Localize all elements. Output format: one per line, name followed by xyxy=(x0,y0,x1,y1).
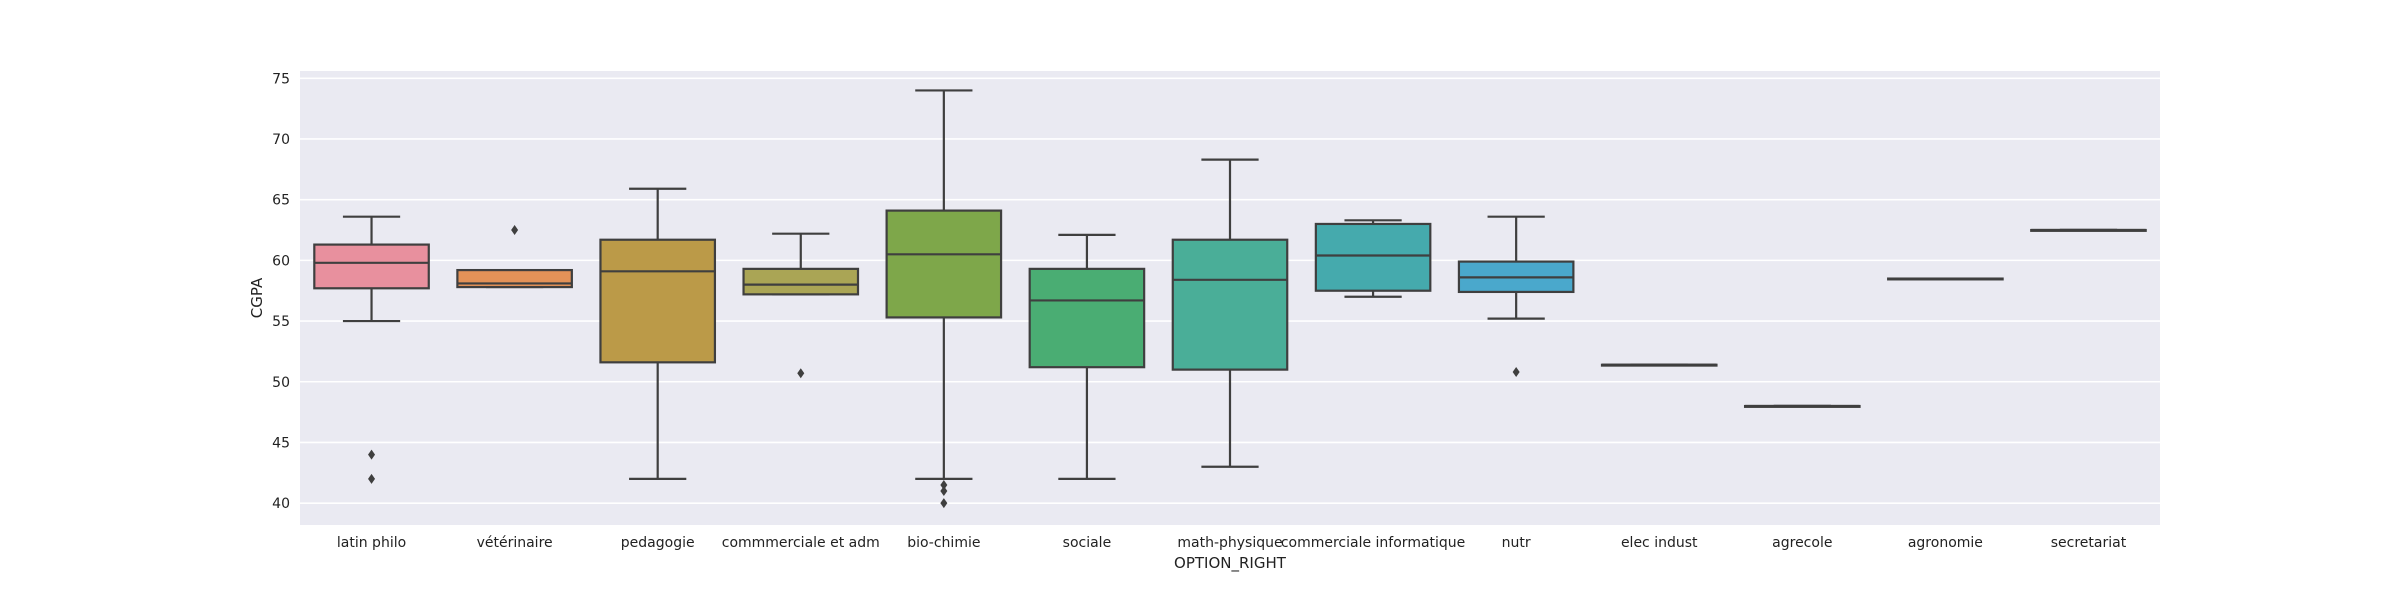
box-sociale xyxy=(1028,233,1146,480)
box-vétérinaire xyxy=(456,225,573,289)
x-tick-label: agrecole xyxy=(1772,535,1832,551)
y-tick-label: 75 xyxy=(272,71,290,87)
y-axis-title: CGPA xyxy=(248,277,266,318)
box-iqr xyxy=(313,243,430,290)
y-tick-label: 55 xyxy=(272,314,290,330)
box-bio-chimie xyxy=(885,89,1003,509)
y-tick-label: 65 xyxy=(272,193,290,209)
x-tick-label: nutr xyxy=(1502,535,1531,551)
x-tick-label: commmerciale et adm xyxy=(722,535,880,551)
outlier-point xyxy=(368,473,376,484)
box-secretariat xyxy=(2030,228,2147,232)
box-iqr xyxy=(885,209,1003,319)
box-agrecole xyxy=(1743,404,1861,408)
box-iqr xyxy=(742,267,860,296)
box-iqr xyxy=(599,238,717,364)
box-pedagogie xyxy=(599,187,717,480)
y-tick-label: 50 xyxy=(272,375,290,391)
y-tick-label: 70 xyxy=(272,132,290,148)
y-tick-label: 60 xyxy=(272,253,290,269)
x-tick-label: latin philo xyxy=(337,535,406,551)
box-iqr xyxy=(1028,267,1146,369)
y-axis-tick-labels: 40 45 50 55 60 65 70 75 xyxy=(272,71,290,512)
outlier-point xyxy=(940,486,948,497)
outlier-point xyxy=(940,479,948,490)
box-math-physique xyxy=(1171,158,1289,468)
box-series xyxy=(313,89,2147,509)
x-tick-label: elec indust xyxy=(1621,535,1698,551)
x-tick-label: vétérinaire xyxy=(477,535,553,551)
x-axis-title: OPTION_RIGHT xyxy=(1174,554,1287,573)
box-iqr xyxy=(1171,238,1289,371)
x-tick-label: secretariat xyxy=(2051,535,2127,551)
box-commmerciale-et-adm xyxy=(742,232,860,379)
outlier-point xyxy=(797,368,805,379)
x-tick-label: bio-chimie xyxy=(907,535,980,551)
x-axis-tick-labels: latin philo vétérinaire pedagogie commmerci… xyxy=(337,535,2127,551)
box-nutr xyxy=(1457,215,1575,378)
x-tick-label: sociale xyxy=(1063,535,1112,551)
box-latin-philo xyxy=(313,215,430,484)
y-tick-label: 45 xyxy=(272,435,290,451)
box-commerciale-informatique xyxy=(1314,219,1432,298)
x-tick-label: pedagogie xyxy=(621,535,695,551)
x-tick-label: commerciale informatique xyxy=(1281,535,1465,551)
box-agronomie xyxy=(1887,277,2004,281)
x-tick-label: agronomie xyxy=(1908,535,1983,551)
outlier-point xyxy=(1512,367,1520,378)
outlier-point xyxy=(368,449,376,460)
box-elec-indust xyxy=(1600,363,1718,367)
outlier-point xyxy=(511,225,519,236)
outlier-point xyxy=(940,498,948,509)
y-tick-label: 40 xyxy=(272,496,290,512)
box-iqr xyxy=(1314,222,1432,292)
x-tick-label: math-physique xyxy=(1177,535,1282,551)
